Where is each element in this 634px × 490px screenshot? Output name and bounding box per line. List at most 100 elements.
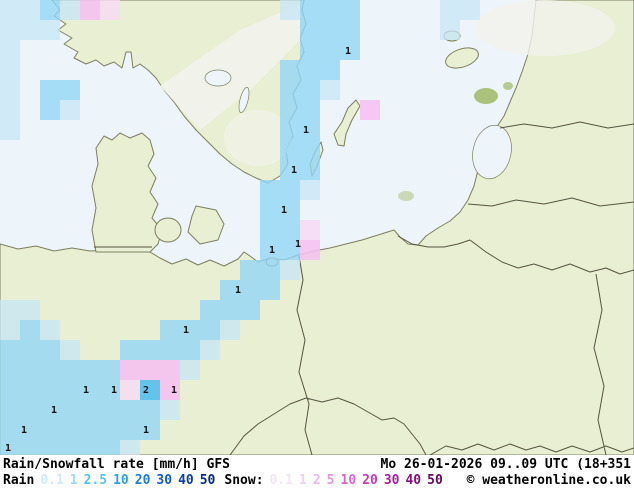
precip-cell (220, 280, 240, 300)
gulf-of-riga (472, 124, 512, 180)
precip-cell (440, 0, 460, 20)
legend-value: 20 (362, 473, 378, 488)
precip-cell (140, 380, 160, 400)
precip-cell (280, 140, 300, 160)
precip-cell (180, 320, 200, 340)
precip-cell (20, 360, 40, 380)
precip-cell (280, 0, 300, 20)
precip-cell (320, 60, 340, 80)
precip-cell (160, 340, 180, 360)
precip-cell (340, 40, 360, 60)
precip-cell (240, 280, 260, 300)
precip-cell (240, 300, 260, 320)
precip-cell (360, 100, 380, 120)
precip-cell (60, 340, 80, 360)
precip-cell (120, 440, 140, 455)
legend-value: 20 (134, 473, 151, 488)
precip-cell (0, 40, 20, 60)
precip-cell (40, 360, 60, 380)
precip-cell (0, 0, 20, 20)
precip-value-label: 1 (235, 285, 241, 296)
precip-cell (300, 20, 320, 40)
precip-cell (60, 440, 80, 455)
precip-cell (100, 400, 120, 420)
precip-cell (280, 220, 300, 240)
precip-cell (280, 80, 300, 100)
precip-cell (140, 400, 160, 420)
precip-cell (260, 240, 280, 260)
precip-cell (180, 360, 200, 380)
estonia-shading (475, 0, 615, 56)
map-title: Rain/Snowfall rate [mm/h] GFS (3, 457, 230, 472)
precip-value-label: 1 (51, 405, 57, 416)
precip-value-label: 1 (281, 205, 287, 216)
precip-cell (80, 440, 100, 455)
saaremaa-island (445, 47, 479, 69)
legend-value: 1 (299, 473, 307, 488)
precip-cell (80, 380, 100, 400)
precip-cell (340, 0, 360, 20)
precip-cell (300, 140, 320, 160)
precip-cell (320, 80, 340, 100)
snow-legend-label: Snow: (224, 473, 264, 488)
precip-cell (60, 100, 80, 120)
precip-cell (280, 200, 300, 220)
precip-cell (320, 20, 340, 40)
precip-cell (220, 300, 240, 320)
precip-cell (40, 420, 60, 440)
forest-patch (503, 82, 513, 90)
precip-cell (300, 0, 320, 20)
precip-cell (120, 420, 140, 440)
precip-cell (160, 380, 180, 400)
precip-cell (320, 40, 340, 60)
precip-cell (20, 420, 40, 440)
lake-vanern (204, 69, 232, 87)
precip-cell (160, 320, 180, 340)
precip-cell (40, 380, 60, 400)
country-borders (94, 121, 634, 455)
precip-cell (300, 40, 320, 60)
precip-cell (100, 0, 120, 20)
legend-value: 50 (199, 473, 216, 488)
precip-cell (240, 260, 260, 280)
precip-cell (120, 360, 140, 380)
title-row: Rain/Snowfall rate [mm/h] GFS Mo 26-01-2… (3, 457, 631, 473)
legend-value: 2 (312, 473, 321, 488)
precip-cell (60, 420, 80, 440)
precip-cell (260, 220, 280, 240)
precip-cell (80, 400, 100, 420)
precip-cell (40, 100, 60, 120)
precip-value-label: 1 (303, 125, 309, 136)
precip-cell (20, 340, 40, 360)
precip-cell (280, 100, 300, 120)
precip-cell (60, 360, 80, 380)
funen-island (154, 217, 182, 243)
precip-cell (200, 300, 220, 320)
precip-value-label: 1 (295, 239, 301, 250)
precip-cell (100, 360, 120, 380)
precip-cell (0, 440, 20, 455)
precip-cell (0, 120, 20, 140)
precip-cell (280, 120, 300, 140)
precip-cell (80, 0, 100, 20)
precip-cell (460, 0, 480, 20)
precip-cell (60, 380, 80, 400)
legend-value: 0.1 (269, 473, 294, 488)
precip-cell (40, 320, 60, 340)
precip-value-label: 1 (291, 165, 297, 176)
precip-cell (100, 420, 120, 440)
precip-cell (40, 20, 60, 40)
precip-cell (280, 160, 300, 180)
precip-cell (120, 400, 140, 420)
precip-value-label: 1 (111, 385, 117, 396)
precip-cell (300, 180, 320, 200)
rain-legend-label: Rain (3, 473, 35, 488)
precip-cell (0, 20, 20, 40)
precip-value-label: 1 (345, 46, 351, 57)
precipitation-layer (0, 0, 480, 455)
precip-cell (80, 360, 100, 380)
precip-cell (0, 320, 20, 340)
